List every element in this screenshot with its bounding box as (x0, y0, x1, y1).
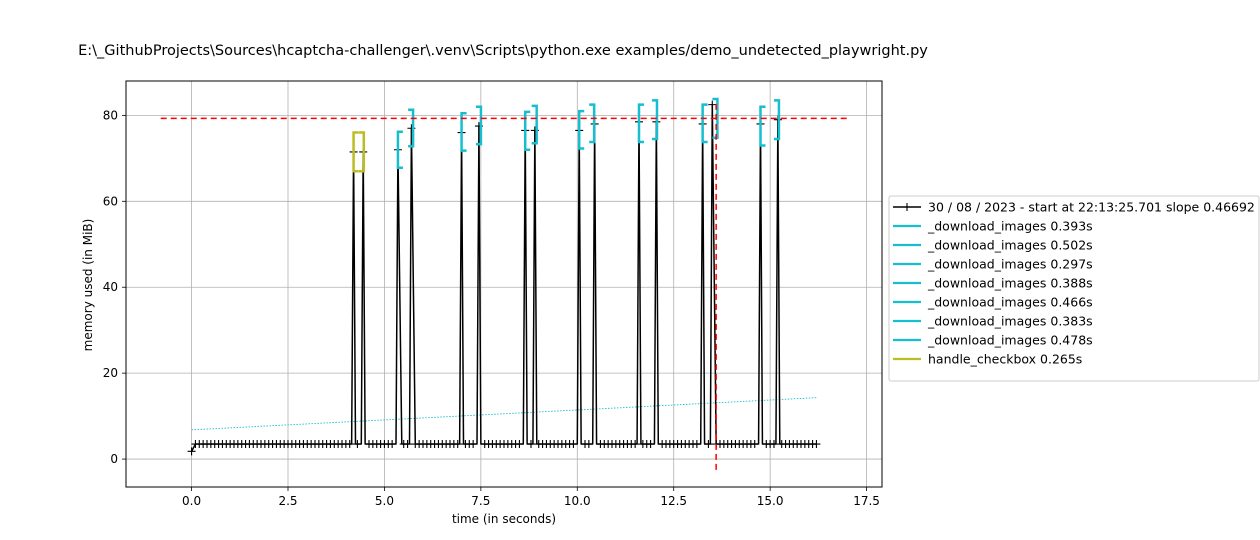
function-end-bracket (773, 99, 781, 141)
legend: 30 / 08 / 2023 - start at 22:13:25.701 s… (888, 195, 1260, 382)
memory-sample-marker (515, 440, 524, 449)
memory-sample-marker (353, 440, 362, 449)
legend-frame (888, 195, 1260, 382)
function-start-bracket (352, 131, 359, 173)
function-end-bracket (712, 97, 719, 139)
function-start-bracket (577, 109, 585, 150)
legend-label: _download_images 0.478s (927, 333, 1093, 348)
memory-sample-marker (469, 440, 478, 449)
legend-label: _download_images 0.297s (927, 257, 1093, 272)
memory-sample-marker (770, 440, 778, 449)
memory-sample-marker (453, 440, 462, 449)
memory-sample-marker (388, 440, 397, 449)
x-tick-label: 12.5 (660, 494, 687, 508)
memory-sample-marker (631, 440, 640, 449)
y-axis-label: memory used (in MiB) (81, 219, 95, 352)
x-tick-label: 10.0 (564, 494, 591, 508)
legend-label: _download_images 0.388s (927, 276, 1093, 291)
memory-peak-marker (708, 100, 717, 109)
legend-label: handle_checkbox 0.265s (928, 352, 1082, 367)
bracket-layer (352, 97, 781, 173)
legend-label: _download_images 0.383s (927, 314, 1093, 329)
function-start-bracket (759, 105, 766, 147)
x-tick-label: 7.5 (471, 494, 490, 508)
series-layer (187, 100, 821, 456)
function-end-bracket (651, 99, 659, 141)
slope-trend-line (191, 397, 817, 431)
tick-layer: 0.0 2.5 5.0 7.5 10.0 12.5 15.0 17.5 0 20 40 60 80 (103, 108, 880, 508)
reference-lines-layer (160, 100, 848, 470)
x-tick-label: 2.5 (278, 494, 297, 508)
function-end-bracket (531, 104, 538, 145)
y-tick-label: 40 (103, 280, 118, 294)
function-end-bracket (358, 131, 366, 173)
function-start-bracket (637, 103, 644, 144)
memory-sample-marker (187, 447, 196, 456)
y-tick-label: 0 (110, 452, 118, 466)
legend-marker (903, 203, 911, 211)
legend-label: _download_images 0.393s (927, 219, 1093, 234)
x-tick-label: 15.0 (757, 494, 784, 508)
x-tick-label: 5.0 (375, 494, 394, 508)
legend-label: _download_images 0.466s (927, 295, 1093, 310)
function-start-bracket (523, 110, 531, 151)
function-start-bracket (701, 103, 708, 144)
x-tick-label: 0.0 (182, 494, 201, 508)
memory-sample-marker (704, 440, 713, 449)
plot-area-frame (125, 80, 883, 488)
y-tick-label: 20 (103, 366, 118, 380)
memory-sample-marker (403, 440, 412, 449)
memory-sample-marker (692, 440, 701, 449)
memory-sample-marker (527, 440, 535, 449)
legend-label: _download_images 0.502s (927, 238, 1093, 253)
grid-layer (126, 81, 882, 487)
legend-label: 30 / 08 / 2023 - start at 22:13:25.701 s… (928, 200, 1255, 215)
chart-title: E:\_GithubProjects\Sources\hcaptcha-chal… (78, 43, 928, 59)
x-tick-label: 17.5 (853, 494, 880, 508)
function-end-bracket (589, 103, 596, 144)
memory-sample-marker (646, 440, 655, 449)
y-tick-label: 80 (103, 108, 118, 122)
memory-sample-marker (812, 440, 821, 449)
memory-sample-marker (345, 440, 354, 449)
slope-layer (191, 397, 817, 431)
memory-sample-marker (569, 440, 578, 449)
memory-sample-marker (584, 440, 593, 449)
function-end-bracket (475, 105, 483, 146)
function-start-bracket (460, 111, 467, 152)
function-end-bracket (408, 108, 415, 148)
y-tick-label: 60 (103, 194, 118, 208)
x-axis-label: time (in seconds) (452, 512, 556, 526)
memory-sample-marker (750, 440, 759, 449)
function-start-bracket (396, 130, 403, 170)
